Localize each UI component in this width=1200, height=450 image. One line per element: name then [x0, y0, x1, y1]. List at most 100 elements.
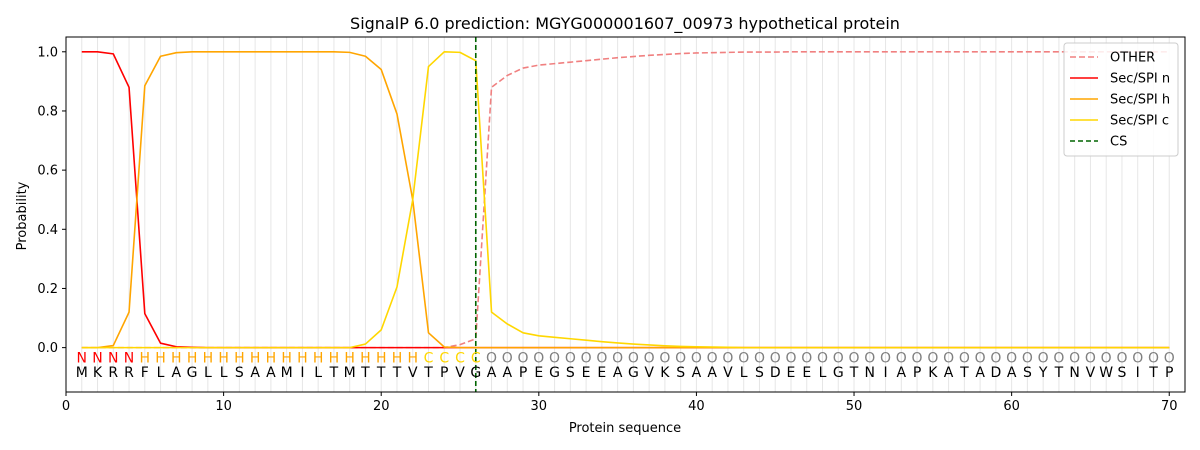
sequence-letter: S	[676, 365, 685, 381]
sequence-letter: G	[549, 365, 560, 381]
region-label: N	[77, 350, 87, 366]
x-tick-label: 30	[531, 399, 548, 414]
region-label: O	[502, 350, 513, 366]
sequence-letter: L	[314, 365, 322, 381]
sequence-letter: I	[300, 365, 304, 381]
chart-title: SignalP 6.0 prediction: MGYG000001607_00…	[350, 14, 900, 34]
region-label: H	[218, 350, 229, 366]
region-label: O	[675, 350, 686, 366]
sequence-letter: A	[692, 365, 702, 381]
sequence-letter: M	[344, 365, 356, 381]
sequence-letter: G	[833, 365, 844, 381]
region-label: O	[596, 350, 607, 366]
region-label: O	[975, 350, 986, 366]
region-label: C	[471, 350, 481, 366]
region-label: H	[203, 350, 214, 366]
region-label: O	[738, 350, 749, 366]
region-label: O	[722, 350, 733, 366]
sequence-letter: N	[865, 365, 875, 381]
x-tick-label: 60	[1003, 399, 1020, 414]
sequence-letter: T	[392, 365, 402, 381]
region-label: H	[155, 350, 166, 366]
sequence-letter: P	[913, 365, 921, 381]
sequence-letter: V	[455, 365, 465, 381]
sequence-letter: K	[660, 365, 670, 381]
series-line-other	[81, 50, 1170, 349]
region-label: O	[1053, 350, 1064, 366]
sequence-letter: L	[819, 365, 827, 381]
sequence-letter: A	[613, 365, 623, 381]
sequence-letter: G	[628, 365, 639, 381]
sequence-letter: A	[266, 365, 276, 381]
x-tick-label: 50	[846, 399, 863, 414]
sequence-letter: K	[928, 365, 938, 381]
region-label: O	[849, 350, 860, 366]
sequence-letter: V	[1086, 365, 1096, 381]
region-label: C	[455, 350, 465, 366]
region-label: H	[171, 350, 182, 366]
region-label: O	[990, 350, 1001, 366]
x-tick-label: 0	[62, 399, 70, 414]
sequence-letter: S	[755, 365, 764, 381]
sequence-letter: A	[897, 365, 907, 381]
region-label: H	[376, 350, 387, 366]
region-label: H	[140, 350, 151, 366]
sequence-letter: M	[281, 365, 293, 381]
region-label: O	[959, 350, 970, 366]
region-label: N	[92, 350, 102, 366]
region-label: H	[360, 350, 371, 366]
series-line-sec-spi-h	[81, 50, 1170, 349]
sequence-letter: G	[470, 365, 481, 381]
region-label: H	[344, 350, 355, 366]
region-label: O	[817, 350, 828, 366]
region-label: O	[518, 350, 529, 366]
y-axis-label: Probability	[15, 181, 30, 250]
region-label: O	[943, 350, 954, 366]
sequence-letter: S	[1023, 365, 1032, 381]
sequence-letter: D	[770, 365, 781, 381]
sequence-letter: A	[944, 365, 954, 381]
region-label: O	[927, 350, 938, 366]
sequence-letter: E	[802, 365, 811, 381]
region-label: O	[533, 350, 544, 366]
y-tick-label: 1.0	[37, 45, 58, 60]
sequence-letter: T	[423, 365, 433, 381]
sequence-letter: R	[124, 365, 134, 381]
region-label: O	[864, 350, 875, 366]
sequence-letter: T	[1054, 365, 1064, 381]
sequence-letter: T	[849, 365, 859, 381]
sequence-letter: S	[1118, 365, 1127, 381]
y-tick-label: 0.6	[37, 164, 58, 179]
y-tick-label: 0.8	[37, 104, 58, 119]
sequence-letter: V	[723, 365, 733, 381]
sequence-letter: P	[440, 365, 448, 381]
region-label: O	[707, 350, 718, 366]
sequence-letter: S	[566, 365, 575, 381]
region-label: O	[896, 350, 907, 366]
region-label: O	[1116, 350, 1127, 366]
series-line-sec-spi-c	[81, 50, 1170, 349]
region-label: O	[1085, 350, 1096, 366]
sequence-letter: A	[1007, 365, 1017, 381]
sequence-letter: E	[534, 365, 543, 381]
sequence-letter: A	[487, 365, 497, 381]
sequence-letter: N	[1069, 365, 1079, 381]
sequence-letter: I	[883, 365, 887, 381]
region-label: O	[1148, 350, 1159, 366]
region-label: O	[644, 350, 655, 366]
sequence-letter: T	[329, 365, 339, 381]
sequence-letter: L	[740, 365, 748, 381]
region-label: O	[1132, 350, 1143, 366]
region-label: O	[612, 350, 623, 366]
sequence-letter: M	[76, 365, 88, 381]
sequence-letter: K	[93, 365, 103, 381]
sequence-letter: Y	[1038, 365, 1048, 381]
x-axis-label: Protein sequence	[569, 421, 681, 436]
region-label: O	[691, 350, 702, 366]
legend-label: Sec/SPI n	[1110, 72, 1170, 87]
sequence-letter: S	[235, 365, 244, 381]
sequence-letter: T	[959, 365, 969, 381]
region-label: O	[1022, 350, 1033, 366]
sequence-letter: P	[519, 365, 527, 381]
